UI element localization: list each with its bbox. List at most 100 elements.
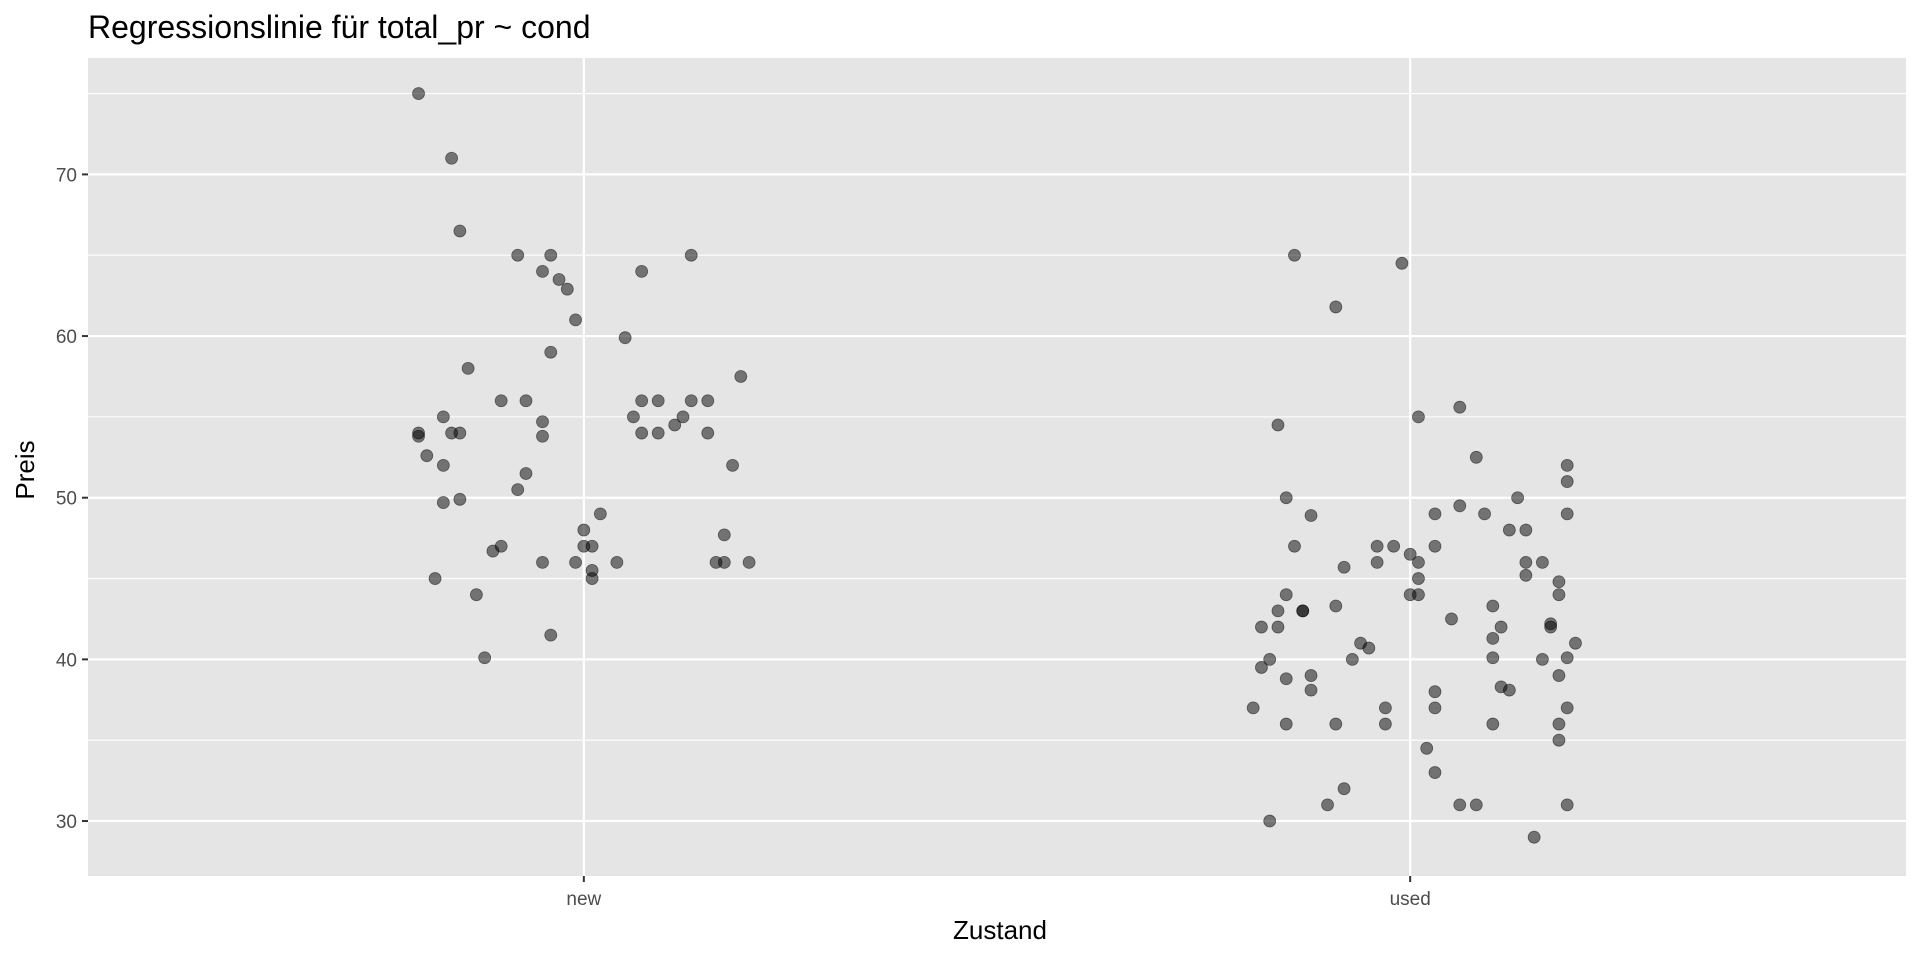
data-point-used [1395,256,1409,270]
data-point-new [412,87,425,100]
data-point-used [1329,717,1343,731]
data-point-used [1494,620,1508,634]
data-point-used [1271,418,1285,432]
data-point-used [1502,523,1516,537]
y-axis-title: Preis [10,440,40,499]
data-point-used [1428,507,1442,521]
x-axis-title: Zustand [953,915,1047,945]
data-point-new [536,264,549,278]
data-point-new [684,394,698,408]
data-point-used [1552,575,1566,589]
data-point-new [701,394,715,408]
panel-background [88,58,1906,876]
x-axis: new used [566,876,1431,910]
data-point-used [1378,717,1392,731]
data-point-used [1271,620,1285,634]
data-point-used [1560,798,1574,812]
data-point-used [1544,620,1558,634]
data-point-used [1560,475,1574,488]
data-point-used [1337,560,1351,574]
y-axis: 30 40 50 60 70 [56,165,88,833]
minor-gridlines [88,93,1906,741]
x-tick-label-used: used [1390,889,1431,910]
data-point-used [1412,588,1425,602]
data-point-used [1486,599,1500,613]
data-point-new [436,458,450,472]
y-tick-label: 70 [56,165,77,186]
data-point-used [1279,717,1293,731]
data-point-used [1329,300,1343,314]
data-point-used [1560,651,1574,665]
major-gridlines [88,58,1906,876]
data-point-used [1519,568,1533,582]
data-point-new [569,313,582,327]
data-point-new [536,429,549,443]
data-point-used [1370,555,1384,569]
data-point-used [1428,539,1442,553]
data-point-used [1370,539,1384,553]
data-point-used [1420,741,1434,755]
data-point-used [1304,509,1318,522]
data-point-new [668,418,682,432]
data-point-used [1552,733,1566,747]
data-point-new [453,426,467,440]
data-point-used [1403,547,1417,561]
data-point-used [1486,717,1500,731]
data-point-new [618,331,632,345]
data-point-used [1263,814,1277,828]
data-point-used [1486,631,1500,645]
data-point-used [1560,701,1574,715]
data-point-used [1469,450,1483,464]
data-point-used [1304,669,1318,682]
data-point-new [577,539,591,553]
data-point-used [1378,701,1392,715]
data-point-new [544,345,558,359]
data-point-used [1279,672,1293,686]
data-point-new [651,394,665,408]
data-point-new [478,651,492,665]
data-point-used [1536,555,1549,569]
data-point-new [494,394,508,408]
data-point-new [511,483,525,497]
data-point-used [1453,798,1467,812]
data-point-used [1428,685,1442,699]
data-point-new [469,588,483,602]
data-point-used [1279,491,1293,505]
data-point-new [544,628,558,642]
data-point-new [701,426,715,440]
y-tick-label: 40 [56,650,77,671]
data-point-used [1412,555,1425,569]
data-point-used [1502,683,1516,697]
data-point-new [593,507,607,521]
data-point-new [560,282,574,296]
data-point-new [412,429,425,443]
data-point-new [577,523,591,537]
data-point-used [1536,652,1549,666]
data-point-new [544,248,558,262]
data-point-used [1337,782,1351,796]
data-point-used [1329,599,1343,613]
data-point-used [1453,499,1467,513]
data-point-used [1362,641,1376,655]
data-point-new [519,467,533,480]
data-point-new [461,361,475,375]
plot-panel [88,58,1906,876]
data-point-new [676,410,690,424]
data-point-used [1428,701,1442,715]
data-point-used [1279,588,1293,602]
data-point-new [635,394,649,408]
y-tick-label: 60 [56,327,77,348]
data-point-used [1288,248,1301,262]
data-point-used [1246,701,1260,715]
data-point-new [635,426,649,440]
data-point-new [486,544,500,558]
data-point-new [511,248,525,262]
data-point-new [453,224,467,238]
data-point-new [519,394,533,408]
data-point-used [1478,507,1491,521]
data-point-used [1387,539,1401,553]
data-point-new [635,264,649,278]
data-point-used [1552,669,1566,682]
data-point-new [445,151,459,165]
